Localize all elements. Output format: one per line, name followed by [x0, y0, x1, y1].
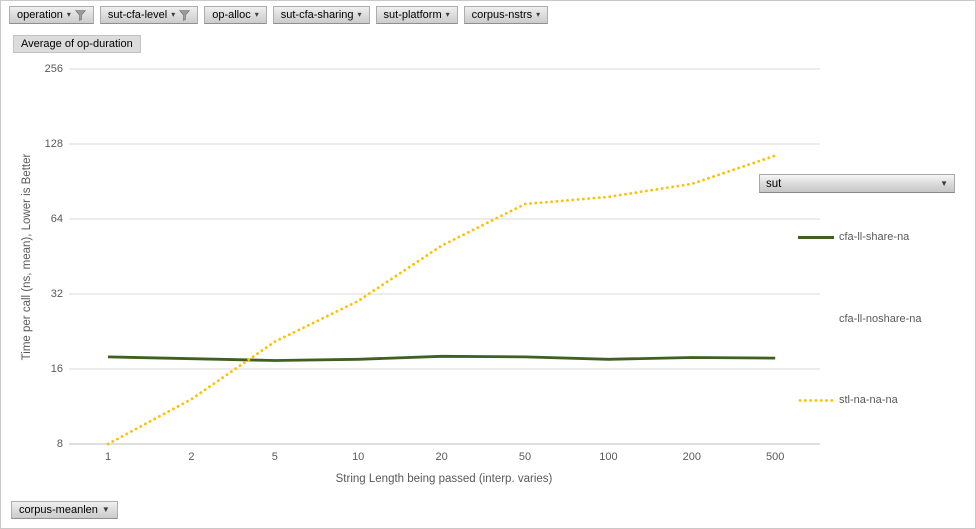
legend-entry-cfa-ll-noshare-na: cfa-ll-noshare-na	[798, 311, 922, 327]
y-tick-label-128: 128	[44, 138, 63, 150]
y-tick-label-32: 32	[50, 288, 63, 300]
filter-field-button-operation[interactable]: operation ▾	[9, 6, 94, 24]
legend-field-label: sut	[766, 177, 782, 190]
legend-entry-cfa-ll-share-na: cfa-ll-share-na	[798, 229, 909, 245]
x-tick-label-10: 10	[352, 451, 365, 463]
x-tick-label-2: 2	[188, 451, 195, 463]
legend-field-button-sut[interactable]: sut ▼	[759, 174, 955, 193]
legend-line-sample-solid	[798, 235, 834, 239]
x-tick-label-1: 1	[104, 451, 112, 463]
x-axis-title: String Length being passed (interp. vari…	[335, 473, 553, 485]
legend-entry-stl-na-na-na: stl-na-na-na	[798, 392, 898, 408]
x-tick-label-500: 500	[766, 451, 785, 463]
series-line-cfa-ll-share-na	[107, 354, 776, 362]
dropdown-caret-icon: ▾	[357, 10, 362, 19]
y-tick-label-64: 64	[50, 213, 63, 225]
filter-field-label: sut-cfa-sharing	[280, 9, 354, 21]
y-tick-label-16: 16	[50, 363, 63, 375]
legend-line-sample-none	[798, 318, 834, 321]
x-tick-label-20: 20	[435, 451, 448, 463]
filter-field-button-sut-cfa-sharing[interactable]: sut-cfa-sharing ▾	[272, 6, 370, 24]
filter-funnel-icon	[179, 9, 191, 21]
filter-funnel-icon	[74, 9, 86, 21]
legend-line-sample-dotted	[798, 398, 834, 402]
filter-field-button-sut-platform[interactable]: sut-platform ▾	[375, 6, 458, 24]
x-tick-label-100: 100	[599, 451, 618, 463]
filter-field-button-corpus-nstrs[interactable]: corpus-nstrs ▾	[463, 6, 549, 24]
y-axis-title: Time per call (ns, mean), Lower is Bette…	[21, 153, 33, 361]
x-tick-label-200: 200	[682, 451, 701, 463]
x-tick-label-50: 50	[518, 451, 532, 463]
legend-entry-label: cfa-ll-noshare-na	[839, 313, 922, 325]
dropdown-caret-icon: ▼	[940, 178, 948, 188]
dropdown-caret-icon: ▾	[254, 10, 259, 19]
dropdown-caret-icon: ▼	[101, 505, 110, 514]
legend-entry-label: cfa-ll-share-na	[839, 231, 910, 243]
filter-field-label: sut-cfa-level	[107, 9, 168, 21]
filter-field-label: op-alloc	[212, 9, 251, 21]
dropdown-caret-icon: ▾	[66, 10, 71, 19]
series-line-stl-na-na-na	[106, 154, 777, 446]
x-tick-label-5: 5	[271, 451, 278, 463]
axis-field-label: corpus-meanlen	[19, 504, 98, 516]
filter-field-button-op-alloc[interactable]: op-alloc ▾	[204, 6, 267, 24]
filter-field-button-sut-cfa-level[interactable]: sut-cfa-level ▾	[99, 6, 199, 24]
y-tick-label-256: 256	[44, 63, 63, 75]
dropdown-caret-icon: ▾	[445, 10, 450, 19]
value-field-button[interactable]: Average of op-duration	[13, 35, 141, 53]
filter-field-label: operation	[17, 9, 63, 21]
legend-entry-label: stl-na-na-na	[839, 394, 898, 406]
pivot-filter-row: operation ▾ sut-cfa-level ▾ op-alloc ▾ sut-cfa…	[9, 6, 549, 24]
y-tick-label-8: 8	[56, 438, 63, 450]
axis-field-button-corpus-meanlen[interactable]: corpus-meanlen ▼	[11, 501, 118, 519]
filter-field-label: corpus-nstrs	[471, 9, 533, 21]
dropdown-caret-icon: ▾	[536, 10, 541, 19]
filter-field-label: sut-platform	[383, 9, 442, 21]
dropdown-caret-icon: ▾	[171, 10, 176, 19]
